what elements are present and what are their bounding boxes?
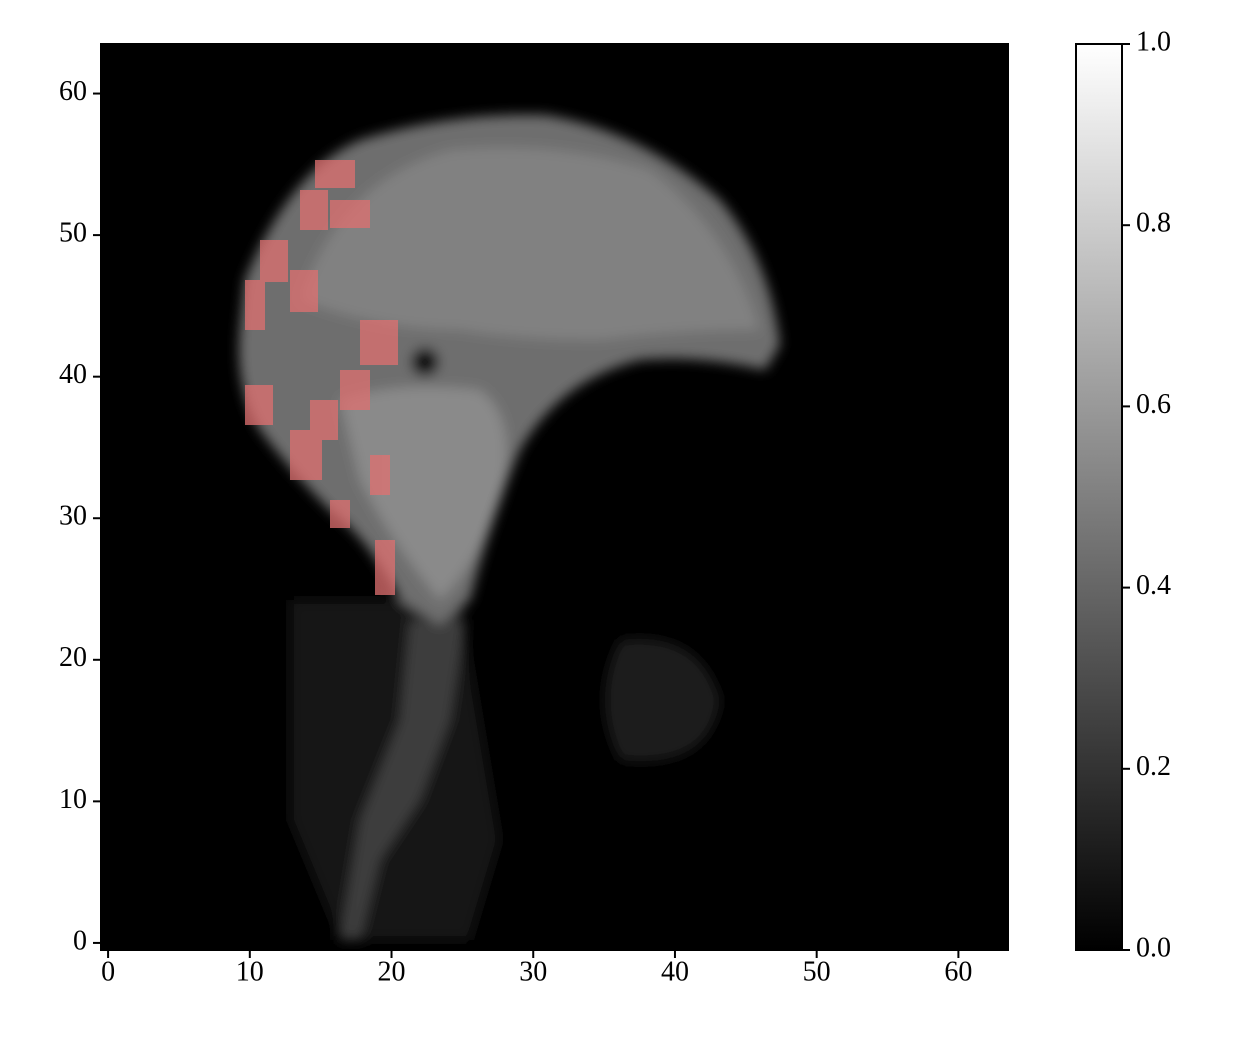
colorbar-tick-label: 0.4 xyxy=(1136,570,1171,601)
x-tick-label: 50 xyxy=(803,956,831,987)
x-tick-label: 30 xyxy=(519,956,547,987)
y-tick-label: 20 xyxy=(59,642,87,673)
colorbar xyxy=(1075,43,1123,951)
axes-frame xyxy=(100,43,1009,951)
x-tick-label: 0 xyxy=(101,956,115,987)
y-tick-label: 50 xyxy=(59,218,87,249)
x-tick-label: 60 xyxy=(944,956,972,987)
x-tick-label: 20 xyxy=(378,956,406,987)
colorbar-tick-label: 0.6 xyxy=(1136,389,1171,420)
y-tick-label: 40 xyxy=(59,359,87,390)
y-tick-label: 60 xyxy=(59,76,87,107)
x-tick-label: 40 xyxy=(661,956,689,987)
mri-image xyxy=(101,44,1008,950)
colorbar-tick-label: 1.0 xyxy=(1136,26,1171,57)
y-tick-label: 10 xyxy=(59,784,87,815)
colorbar-tick-label: 0.8 xyxy=(1136,208,1171,239)
colorbar-tick-label: 0.2 xyxy=(1136,751,1171,782)
y-tick-label: 30 xyxy=(59,501,87,532)
x-tick-label: 10 xyxy=(236,956,264,987)
colorbar-tick-label: 0.0 xyxy=(1136,932,1171,963)
y-tick-label: 0 xyxy=(73,925,87,956)
